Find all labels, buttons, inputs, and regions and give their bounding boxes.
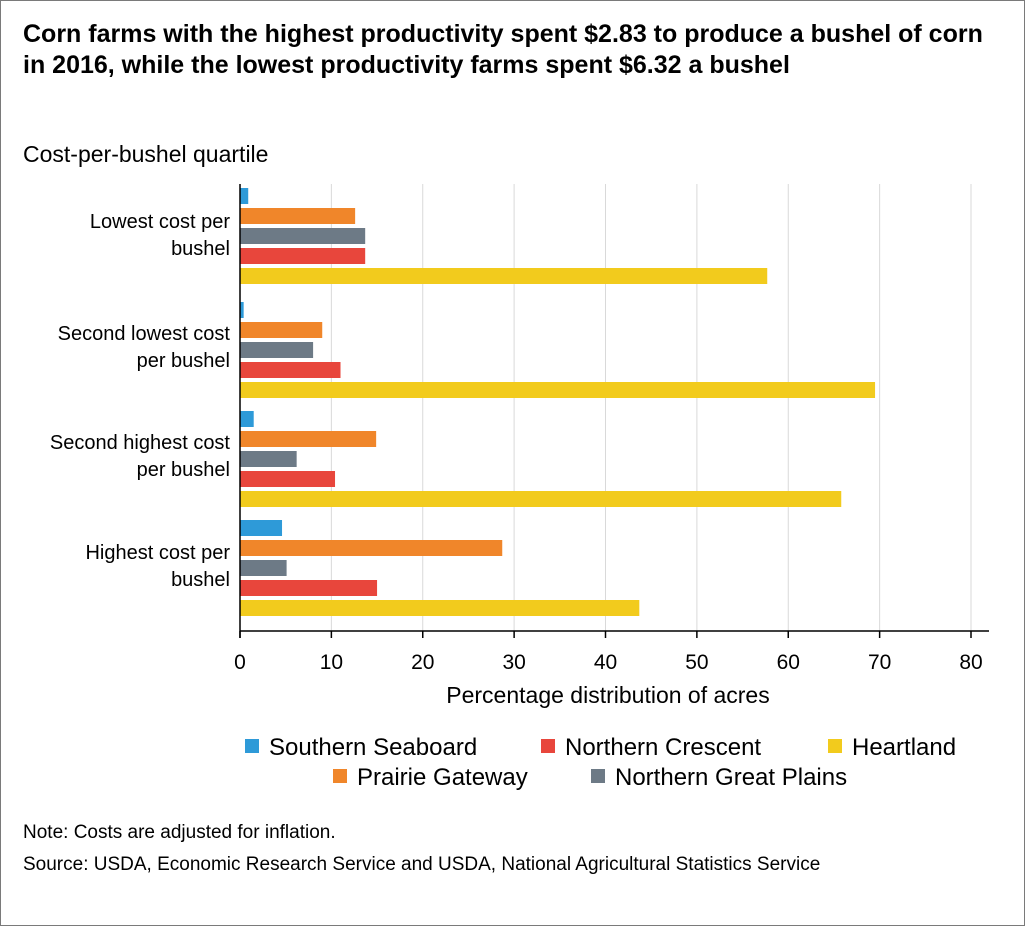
bar-northern-great-plains	[240, 451, 297, 467]
bar-heartland	[240, 600, 640, 616]
legend-swatch	[245, 739, 259, 753]
chart-title: Corn farms with the highest productivity…	[23, 20, 983, 79]
bar-heartland	[240, 268, 768, 284]
bar-northern-crescent	[240, 362, 341, 378]
x-axis-title: Percentage distribution of acres	[446, 682, 769, 708]
bar-prairie-gateway	[240, 540, 503, 556]
x-tick-label: 70	[868, 651, 891, 674]
bar-southern-seaboard	[240, 411, 254, 427]
category-label: bushel	[171, 238, 230, 260]
x-axis: 0 10 20 30 40 50 60 70 80	[234, 184, 989, 674]
category-label: per bushel	[137, 459, 230, 481]
bars	[240, 188, 876, 616]
x-tick-label: 50	[685, 651, 708, 674]
bar-chart: 0 10 20 30 40 50 60 70 80 Lowest cost per bushel S…	[50, 184, 989, 791]
note-text: Note: Costs are adjusted for inflation.	[23, 822, 336, 843]
x-tick-label: 40	[594, 651, 617, 674]
bar-heartland	[240, 382, 876, 398]
legend-label: Northern Crescent	[565, 734, 761, 761]
category-label: Second lowest cost	[58, 323, 231, 345]
bar-northern-crescent	[240, 248, 366, 264]
legend-label: Northern Great Plains	[615, 764, 847, 791]
bar-northern-crescent	[240, 471, 336, 487]
category-label: Lowest cost per	[90, 211, 230, 233]
x-tick-label: 0	[234, 651, 246, 674]
legend-swatch	[591, 769, 605, 783]
bar-southern-seaboard	[240, 302, 244, 318]
category-label: Second highest cost	[50, 432, 231, 454]
x-tick-label: 20	[411, 651, 434, 674]
legend-label: Southern Seaboard	[269, 734, 477, 761]
legend-swatch	[541, 739, 555, 753]
x-tick-label: 60	[777, 651, 800, 674]
bar-prairie-gateway	[240, 208, 356, 224]
x-tick-label: 30	[502, 651, 525, 674]
bar-northern-crescent	[240, 580, 378, 596]
bar-northern-great-plains	[240, 342, 314, 358]
y-axis-title: Cost-per-bushel quartile	[23, 141, 269, 167]
x-tick-label: 10	[320, 651, 343, 674]
source-text: Source: USDA, Economic Research Service …	[23, 854, 821, 875]
legend-swatch	[828, 739, 842, 753]
category-labels: Lowest cost per bushel Second lowest cost p…	[50, 211, 231, 591]
bar-prairie-gateway	[240, 322, 323, 338]
legend-label: Prairie Gateway	[357, 764, 528, 791]
bar-southern-seaboard	[240, 188, 249, 204]
bar-northern-great-plains	[240, 228, 366, 244]
legend: Southern Seaboard Northern Crescent Heartl…	[245, 734, 956, 791]
legend-swatch	[333, 769, 347, 783]
bar-northern-great-plains	[240, 560, 287, 576]
bar-southern-seaboard	[240, 520, 283, 536]
category-label: Highest cost per	[85, 542, 230, 564]
bar-prairie-gateway	[240, 431, 377, 447]
gridlines	[330, 184, 972, 631]
bar-heartland	[240, 491, 842, 507]
category-label: bushel	[171, 569, 230, 591]
legend-label: Heartland	[852, 734, 956, 761]
category-label: per bushel	[137, 350, 230, 372]
x-tick-label: 80	[959, 651, 982, 674]
